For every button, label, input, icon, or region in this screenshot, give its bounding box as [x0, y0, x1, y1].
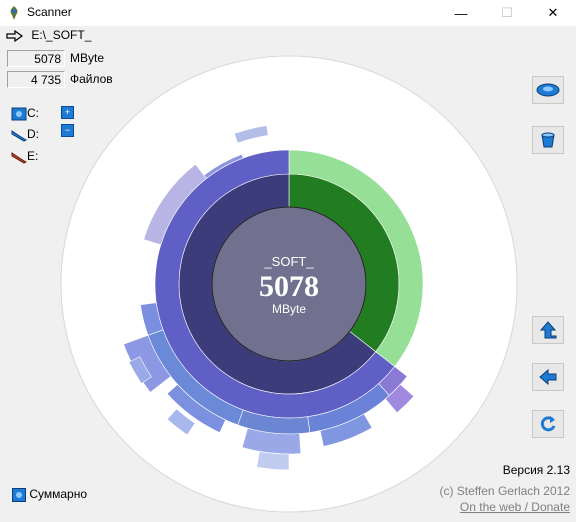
current-path: E:\_SOFT_ — [31, 28, 92, 42]
segment-ring5-c[interactable] — [128, 356, 152, 384]
copyright-label: (c) Steffen Gerlach 2012 — [439, 484, 570, 498]
segment-ring5-a[interactable] — [256, 451, 290, 471]
segment-ring4-e[interactable] — [233, 125, 269, 144]
files-value: 4 735 — [7, 71, 65, 88]
minimize-button[interactable]: — — [454, 5, 468, 21]
drive-c[interactable]: C: — [11, 105, 39, 121]
center-name: _SOFT_ — [263, 254, 314, 269]
arrow-right-icon[interactable] — [6, 29, 24, 42]
disk-view-button[interactable] — [532, 76, 564, 104]
collapse-button[interactable]: − — [61, 124, 74, 137]
window-title: Scanner — [27, 5, 72, 19]
back-arrow-icon — [539, 368, 557, 386]
trash-icon — [541, 132, 555, 148]
drive-e-label: E: — [27, 149, 39, 163]
size-value: 5078 — [7, 50, 65, 67]
up-level-button[interactable] — [532, 316, 564, 344]
drive-d-label: D: — [27, 127, 39, 141]
refresh-button[interactable] — [532, 410, 564, 438]
refresh-icon — [540, 416, 556, 432]
summary-toggle[interactable]: Суммарно — [12, 487, 87, 502]
expand-button[interactable]: + — [61, 106, 74, 119]
size-unit: MByte — [70, 51, 105, 65]
app-icon — [10, 6, 18, 20]
center-unit: MByte — [272, 302, 306, 316]
segment-ring3-e[interactable] — [203, 153, 244, 179]
trash-button[interactable] — [532, 126, 564, 154]
drive-e[interactable]: E: — [11, 148, 38, 164]
drive-d[interactable]: D: — [11, 126, 39, 142]
drive-c-label: C: — [27, 106, 39, 120]
center-circle[interactable] — [211, 206, 367, 362]
segment-ring5-b[interactable] — [166, 408, 196, 436]
close-button[interactable]: ✕ — [547, 5, 559, 20]
drive-d-icon — [11, 128, 28, 142]
version-label: Версия 2.13 — [502, 463, 570, 477]
segment-ring3-d[interactable] — [140, 302, 164, 336]
segment-ring4-c[interactable] — [166, 383, 227, 434]
up-arrow-icon — [539, 321, 557, 339]
drive-c-icon — [11, 107, 27, 121]
drive-e-icon — [11, 150, 28, 164]
disk-icon — [536, 83, 560, 97]
segment-purple-b[interactable] — [384, 383, 415, 414]
segment-ring4-a[interactable] — [319, 413, 373, 447]
back-button[interactable] — [532, 363, 564, 391]
files-label: Файлов — [70, 72, 113, 86]
center-size: 5078 — [259, 270, 319, 303]
web-donate-link[interactable]: On the web / Donate — [459, 500, 570, 514]
summary-label: Суммарно — [29, 487, 88, 501]
maximize-button[interactable]: ☐ — [501, 5, 513, 20]
title-bar: Scanner — ☐ ✕ — [0, 0, 576, 26]
segment-lavender[interactable] — [143, 163, 207, 246]
path-row: E:\_SOFT_ — [6, 28, 91, 42]
summary-icon — [12, 487, 26, 502]
